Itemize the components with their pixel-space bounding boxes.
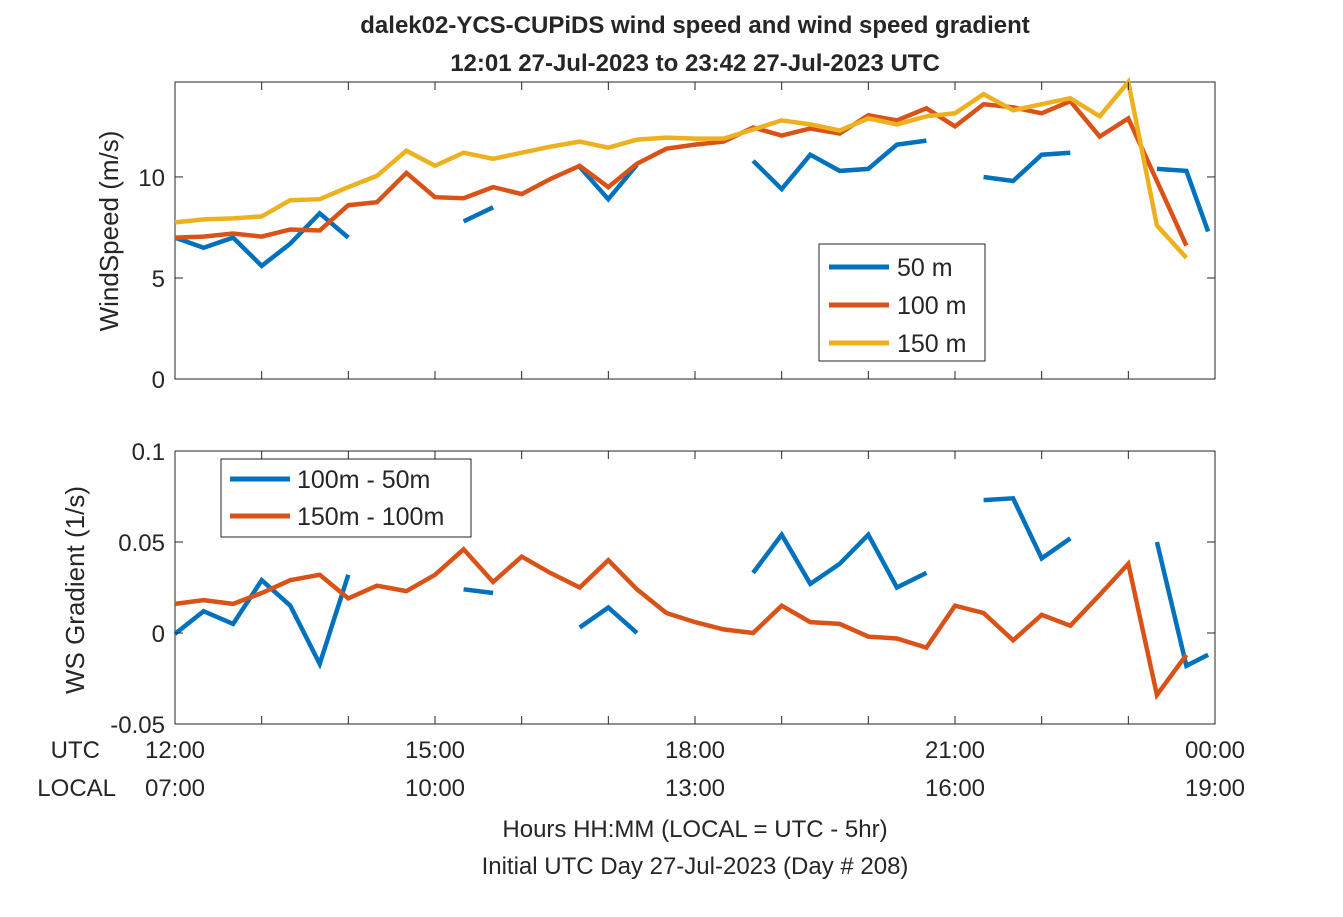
gradient-ytick-label: 0.1 [132, 439, 165, 466]
gradient-series-line-1 [174, 546, 1189, 701]
windspeed-legend: 50 m 100 m 150 m [818, 243, 986, 362]
legend-label-50m: 50 m [897, 254, 953, 282]
gradient-series-line-0 [173, 574, 351, 670]
legend-label-100m-50m: 100m - 50m [297, 466, 430, 494]
gradient-series-line-0 [751, 530, 928, 591]
time-tick-labels: 12:00 07:00 15:00 10:00 18:00 13:00 21:00 16:00… [145, 737, 1245, 802]
chart-title-line2: 12:01 27-Jul-2023 to 23:42 27-Jul-2023 U… [450, 50, 940, 77]
gradient-series-line-0 [578, 604, 639, 635]
gradient-ytick-label: 0.05 [118, 530, 165, 557]
windspeed-series-line-0 [462, 205, 495, 224]
utc-tick-label: 00:00 [1185, 737, 1245, 764]
windspeed-ytick-label: 5 [152, 266, 165, 293]
gradient-series [173, 495, 1210, 701]
gradient-ytick-label: -0.05 [110, 712, 165, 739]
windspeed-series-line-0 [983, 150, 1071, 184]
gradient-legend: 100m - 50m 150m - 100m [220, 458, 472, 538]
gradient-series-line-0 [1154, 541, 1210, 670]
windspeed-ticks: 0 5 10 [138, 82, 1216, 394]
local-tick-label: 19:00 [1185, 775, 1245, 802]
utc-tick-label: 15:00 [405, 737, 465, 764]
utc-tick-label: 21:00 [925, 737, 985, 764]
gradient-ticks: -0.05 0 0.05 0.1 [110, 439, 1216, 739]
x-axis-sublabel: Initial UTC Day 27-Jul-2023 (Day # 208) [482, 853, 909, 880]
local-tick-label: 07:00 [145, 775, 205, 802]
utc-tick-label: 18:00 [665, 737, 725, 764]
gradient-series-line-0 [463, 587, 494, 596]
local-tick-label: 10:00 [405, 775, 465, 802]
gradient-ytick-label: 0 [152, 621, 165, 648]
gradient-ylabel: WS Gradient (1/s) [60, 486, 90, 694]
windspeed-panel: 0 5 10 WindSpeed (m/s) 50 m 100 m 150 m [94, 76, 1216, 394]
utc-tick-label: 12:00 [145, 737, 205, 764]
windspeed-series-line-0 [578, 163, 639, 203]
gradient-legend-box [220, 458, 472, 538]
legend-label-150m-100m: 150m - 100m [297, 503, 444, 531]
windspeed-series [174, 76, 1211, 269]
windspeed-axes-box [174, 81, 1216, 380]
windspeed-series-line-0 [174, 210, 350, 269]
windspeed-ytick-label: 0 [152, 367, 165, 394]
x-axis-label: Hours HH:MM (LOCAL = UTC - 5hr) [502, 816, 887, 843]
gradient-panel: -0.05 0 0.05 0.1 WS Gradient (1/s) 100m - 5… [60, 439, 1216, 739]
gradient-series-line-0 [983, 495, 1072, 562]
legend-label-150m: 150 m [897, 330, 966, 358]
windspeed-series-line-2 [174, 76, 1189, 260]
local-tick-label: 13:00 [665, 775, 725, 802]
windspeed-series-line-0 [1156, 166, 1211, 233]
legend-label-100m: 100 m [897, 292, 966, 320]
windspeed-ylabel: WindSpeed (m/s) [94, 131, 124, 332]
local-tick-label: 16:00 [925, 775, 985, 802]
windspeed-series-line-0 [751, 138, 927, 193]
windspeed-ytick-label: 10 [138, 165, 165, 192]
chart-title-line1: dalek02-YCS-CUPiDS wind speed and wind s… [360, 12, 1029, 39]
utc-row-label: UTC [51, 737, 100, 764]
local-row-label: LOCAL [37, 775, 116, 802]
